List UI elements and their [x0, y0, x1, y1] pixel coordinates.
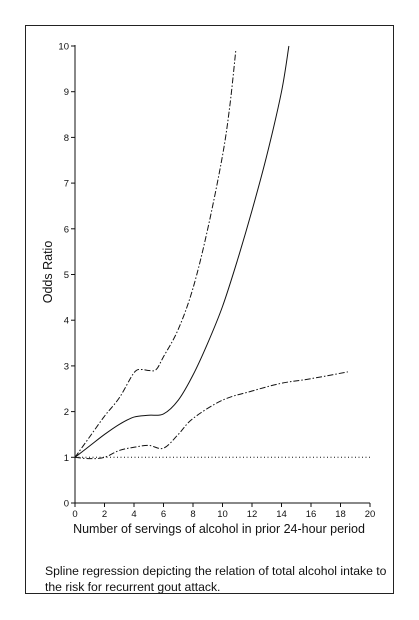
x-tick-label: 2: [102, 509, 107, 520]
x-tick-label: 12: [247, 509, 258, 520]
x-tick-label: 0: [72, 509, 77, 520]
confidence-bound-line: [74, 50, 237, 458]
y-tick-label: 2: [64, 407, 69, 418]
y-tick-label: 6: [64, 224, 69, 235]
y-axis-label: Odds Ratio: [41, 241, 55, 304]
confidence-bound-line: [74, 371, 348, 460]
x-tick-label: 4: [131, 509, 136, 520]
y-tick-label: 5: [64, 270, 69, 281]
x-tick-label: 20: [365, 509, 376, 520]
x-tick-label: 18: [335, 509, 346, 520]
x-tick-label: 16: [306, 509, 317, 520]
figure-caption: Spline regression depicting the relation…: [45, 564, 387, 594]
x-tick-label: 10: [217, 509, 228, 520]
y-tick-label: 10: [58, 42, 69, 53]
y-tick-label: 4: [64, 316, 69, 327]
series-layer: [74, 45, 370, 460]
x-tick-label: 6: [161, 509, 166, 520]
y-tick-label: 3: [64, 361, 69, 372]
y-tick-label: 8: [64, 133, 69, 144]
y-tick-label: 0: [64, 499, 69, 510]
x-tick-label: 8: [190, 509, 195, 520]
y-tick-label: 9: [64, 87, 69, 98]
x-axis-label: Number of servings of alcohol in prior 2…: [73, 522, 365, 536]
odds-ratio-line: [74, 45, 290, 458]
figure-frame: [25, 25, 394, 594]
x-tick-label: 14: [276, 509, 287, 520]
y-tick-label: 7: [64, 179, 69, 190]
y-tick-label: 1: [64, 453, 69, 464]
